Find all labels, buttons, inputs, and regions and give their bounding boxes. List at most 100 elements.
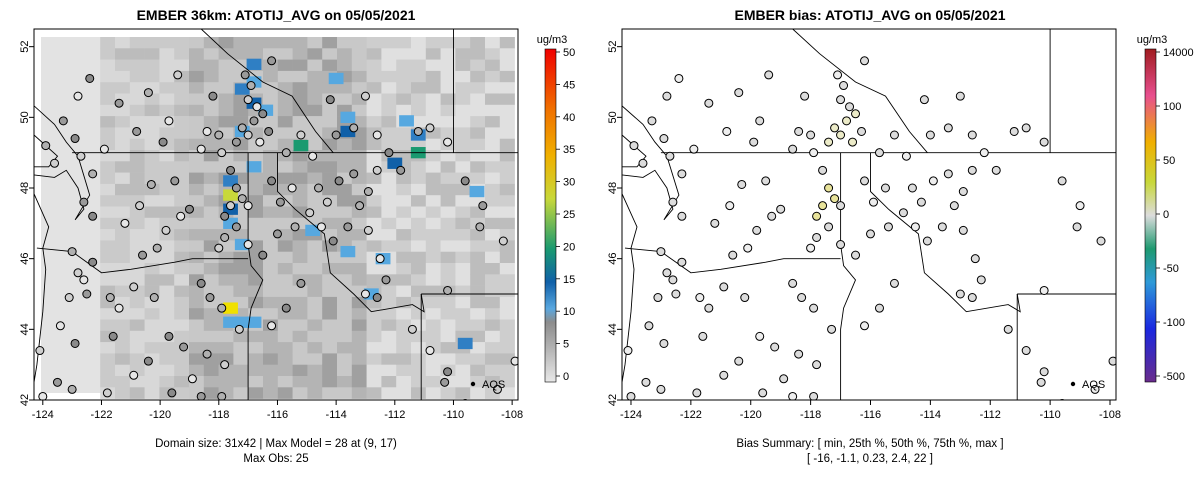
model-cell	[277, 172, 293, 185]
model-cell	[322, 104, 338, 117]
model-cell	[159, 161, 175, 173]
model-cell	[322, 127, 338, 139]
aqs-station-marker	[275, 197, 285, 207]
model-cell	[425, 127, 441, 139]
model-cell	[337, 263, 353, 275]
model-cell	[233, 285, 249, 298]
model-cell	[366, 37, 382, 49]
model-cell	[440, 308, 456, 320]
model-cell	[189, 319, 205, 332]
left-colorbar-ticks: 0 5 10 15 20 25 30 35 40 45 50	[556, 47, 575, 383]
bias-station-marker	[809, 148, 819, 158]
model-cell	[129, 172, 145, 185]
model-cell-highlight	[234, 238, 250, 251]
model-cell	[366, 229, 382, 241]
model-cell	[248, 364, 264, 377]
model-cell	[337, 206, 353, 219]
model-cell	[396, 206, 412, 219]
model-cell	[396, 251, 412, 264]
model-cell	[337, 59, 353, 72]
bias-station-marker	[800, 91, 810, 101]
model-cell	[129, 330, 145, 343]
model-cell	[144, 251, 160, 264]
y-tick-label: 42	[607, 394, 619, 406]
model-cell	[144, 59, 160, 72]
model-cell	[129, 274, 145, 286]
model-cell	[100, 229, 116, 241]
model-cell	[129, 59, 145, 72]
aqs-legend-label: AQS	[482, 379, 505, 391]
model-cell	[100, 127, 116, 139]
model-cell	[218, 93, 234, 106]
colorbar-tick-label: 50	[1163, 155, 1175, 167]
model-cell	[470, 172, 486, 185]
model-cell	[218, 263, 234, 275]
model-cell	[425, 172, 441, 185]
model-cell	[233, 150, 249, 162]
model-cell	[440, 161, 456, 173]
model-cell	[174, 285, 190, 298]
model-cell	[203, 150, 219, 162]
model-cell	[292, 319, 308, 332]
x-tick-label: -110	[1040, 409, 1061, 421]
model-cell	[218, 127, 234, 139]
aqs-station-marker	[217, 148, 227, 158]
model-cell	[470, 127, 486, 139]
model-cell	[425, 206, 441, 219]
model-cell	[337, 82, 353, 94]
model-cell	[233, 172, 249, 185]
model-cell	[485, 296, 501, 309]
model-cell	[425, 48, 441, 60]
model-cell	[322, 296, 338, 309]
model-cell	[159, 93, 175, 106]
bias-station-marker	[851, 250, 861, 260]
model-cell	[322, 217, 338, 230]
model-cell	[440, 319, 456, 332]
aqs-station-marker	[272, 229, 282, 239]
model-cell	[144, 70, 160, 83]
model-cell	[381, 206, 397, 219]
aqs-station-marker	[255, 137, 265, 147]
model-cell	[189, 93, 205, 106]
bias-station-marker	[860, 321, 870, 331]
model-cell	[115, 104, 131, 117]
bias-station-marker	[937, 222, 947, 232]
model-cell	[292, 353, 308, 365]
model-cell	[144, 319, 160, 332]
model-cell	[425, 274, 441, 286]
model-cell	[485, 37, 501, 49]
model-cell	[307, 296, 323, 309]
model-cell	[322, 59, 338, 72]
model-cell	[292, 161, 308, 173]
model-cell	[396, 48, 412, 60]
model-cell	[307, 104, 323, 117]
model-cell	[263, 274, 279, 286]
model-cell	[337, 251, 353, 264]
aqs-station-marker	[85, 73, 95, 83]
model-cell	[100, 308, 116, 320]
model-cell	[351, 387, 367, 399]
aqs-station-marker	[372, 130, 382, 140]
model-cell	[396, 93, 412, 106]
aqs-station-marker	[82, 289, 92, 299]
model-cell	[425, 217, 441, 230]
model-cell	[144, 217, 160, 230]
aqs-station-marker	[360, 289, 370, 299]
aqs-station-marker	[138, 250, 148, 260]
model-cell	[337, 308, 353, 320]
model-cell	[292, 93, 308, 106]
model-cell	[381, 127, 397, 139]
aqs-station-marker	[88, 169, 98, 179]
aqs-station-marker	[79, 197, 89, 207]
model-cell	[307, 240, 323, 252]
x-tick-label: -122	[90, 409, 112, 421]
aqs-station-marker	[296, 130, 306, 140]
model-cell	[115, 229, 131, 241]
model-cell	[425, 161, 441, 173]
aqs-legend-label: AQS	[1082, 379, 1105, 391]
model-cell-highlight	[246, 161, 262, 173]
model-cell	[233, 330, 249, 343]
model-cell	[100, 93, 116, 106]
aqs-station-marker	[149, 293, 159, 303]
